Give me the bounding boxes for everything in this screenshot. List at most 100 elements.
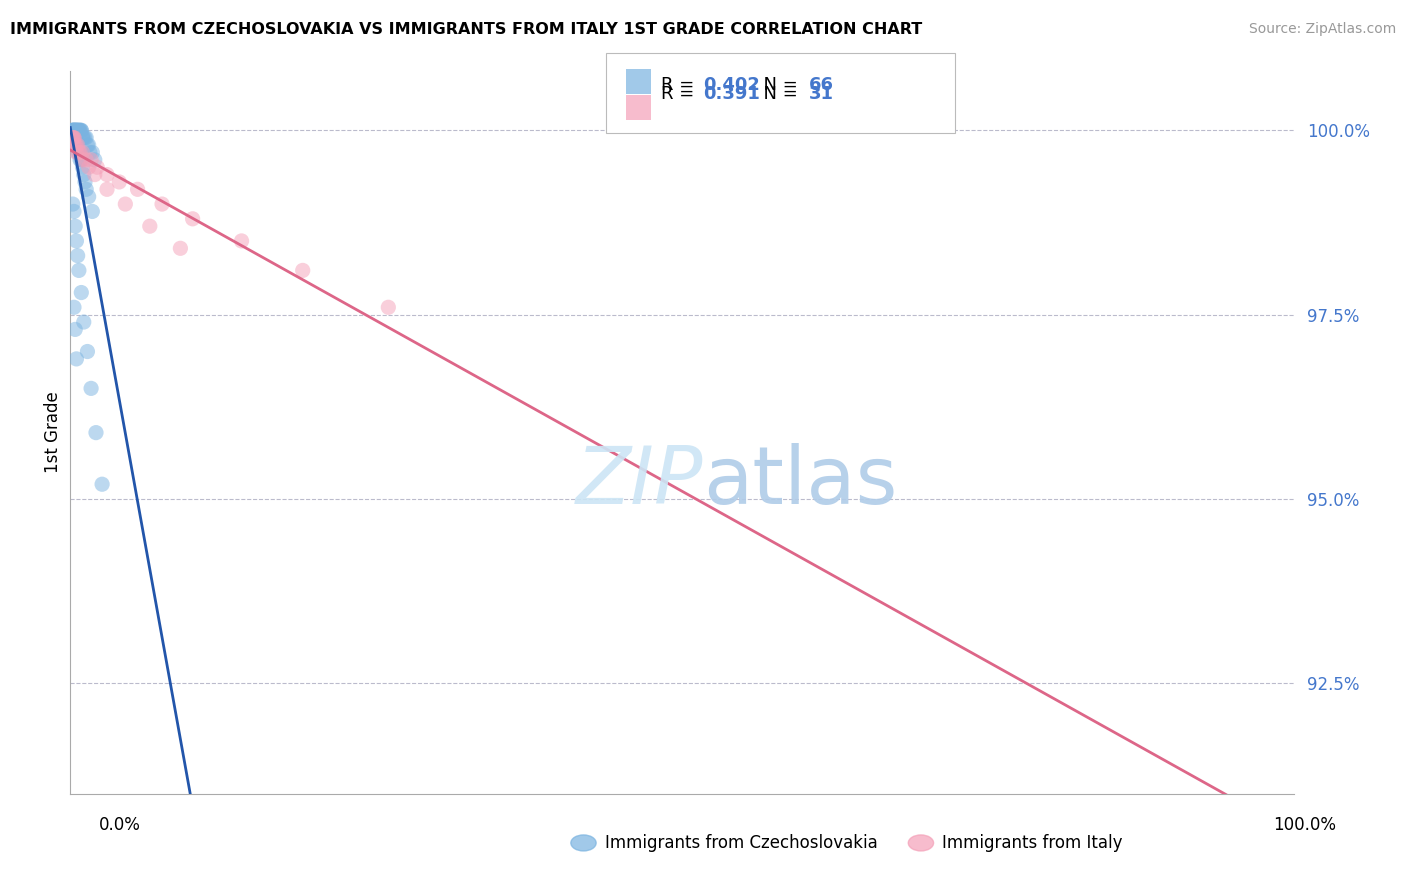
Point [60,123,83,137]
Point [73,168,96,182]
Point [63,130,86,145]
Point [65,123,87,137]
Point [62,123,84,137]
Point [67,123,90,137]
Point [96,168,118,182]
Text: N =: N = [752,85,804,103]
Point [63,322,86,336]
Point [80,153,103,167]
Point [83,168,105,182]
Point [77,138,100,153]
Point [73,175,96,189]
Point [65,138,87,153]
Point [75,130,97,145]
Point [63,130,86,145]
Point [75,182,97,196]
Point [108,175,131,189]
Point [62,123,84,137]
Point [72,130,94,145]
Point [62,123,84,137]
Point [62,130,84,145]
Point [66,249,89,263]
Point [72,153,94,167]
Point [63,300,86,314]
Point [139,219,162,234]
Text: Immigrants from Czechoslovakia: Immigrants from Czechoslovakia [605,834,877,852]
Point [127,182,149,196]
Text: 0.402: 0.402 [703,76,759,94]
Point [63,219,86,234]
Point [83,153,105,167]
Point [181,211,204,226]
Point [231,234,253,248]
Point [65,138,87,153]
Point [62,130,84,145]
Point [66,145,89,160]
Point [63,123,86,137]
Point [67,145,90,160]
Point [114,197,136,211]
Point [72,145,94,160]
Point [67,123,90,137]
Point [67,263,90,277]
Text: atlas: atlas [703,442,897,521]
Point [69,123,91,137]
Point [63,130,86,145]
Text: IMMIGRANTS FROM CZECHOSLOVAKIA VS IMMIGRANTS FROM ITALY 1ST GRADE CORRELATION CH: IMMIGRANTS FROM CZECHOSLOVAKIA VS IMMIGR… [10,22,922,37]
Text: N =: N = [752,76,804,94]
Point [69,145,91,160]
Point [73,130,96,145]
Point [63,123,86,137]
Point [150,197,173,211]
Point [84,425,107,440]
Text: Source: ZipAtlas.com: Source: ZipAtlas.com [1249,22,1396,37]
Point [72,160,94,174]
Text: R =: R = [661,85,700,103]
Point [63,130,86,145]
Point [291,263,314,277]
Point [65,123,87,137]
Point [69,123,91,137]
Point [70,285,93,300]
Point [65,145,87,160]
Point [96,182,118,196]
Point [82,204,104,219]
Point [77,160,100,174]
Point [63,123,86,137]
Point [66,138,89,153]
Text: R =: R = [661,76,700,94]
Point [70,123,93,137]
Point [76,344,98,359]
Point [60,130,83,145]
Point [70,153,93,167]
Point [66,123,89,137]
Text: 0.391: 0.391 [703,85,759,103]
Text: 100.0%: 100.0% [1272,816,1336,834]
Point [77,190,100,204]
Text: 0.0%: 0.0% [98,816,141,834]
Point [63,138,86,153]
Point [75,153,97,167]
Point [62,130,84,145]
Point [63,204,86,219]
Point [63,138,86,153]
Point [169,241,191,255]
Point [65,138,87,153]
Point [69,153,91,167]
Point [65,123,87,137]
Point [65,351,87,366]
Y-axis label: 1st Grade: 1st Grade [44,392,62,474]
Point [80,381,103,395]
Point [63,123,86,137]
Point [63,123,86,137]
Text: 31: 31 [808,85,834,103]
Point [63,138,86,153]
Point [65,234,87,248]
Point [91,477,114,491]
Point [63,123,86,137]
Point [82,145,104,160]
Text: 66: 66 [808,76,834,94]
Point [79,145,101,160]
Point [67,145,90,160]
Text: Immigrants from Italy: Immigrants from Italy [942,834,1122,852]
